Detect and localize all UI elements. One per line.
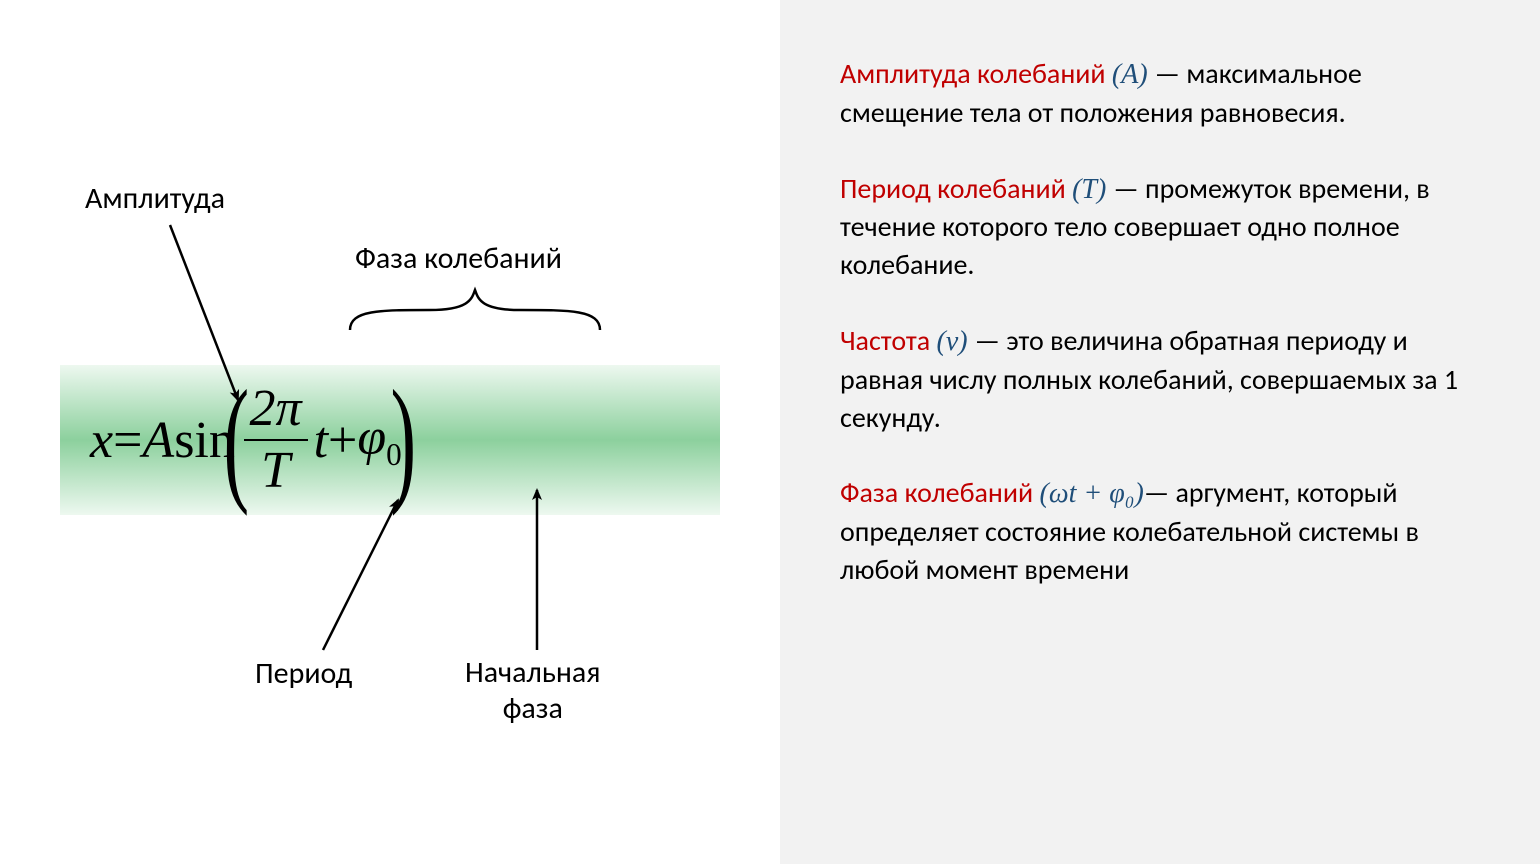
brace-phase: [350, 290, 600, 330]
formula-A: A: [142, 411, 174, 470]
label-initial-phase: Начальная фаза: [465, 655, 601, 727]
label-period: Период: [255, 655, 352, 692]
def-symbol: (A): [1112, 59, 1155, 90]
def-symbol: (ωt + φ₀): [1039, 478, 1143, 509]
formula-lhs: x: [90, 411, 113, 470]
def-symbol: (ν): [936, 326, 974, 357]
formula-plus: +: [328, 411, 357, 470]
label-phase: Фаза колебаний: [355, 240, 562, 277]
definition-phase: Фаза колебаний (ωt + φ₀)— аргумент, кото…: [840, 474, 1485, 588]
formula-numerator: 2π: [244, 383, 308, 441]
formula: x = A sin ( 2π T t + φ0 ): [90, 345, 404, 535]
def-term: Частота: [840, 323, 936, 358]
formula-eq: =: [113, 411, 142, 470]
def-symbol: (T): [1072, 174, 1113, 205]
def-term: Амплитуда колебаний: [840, 56, 1112, 91]
label-amplitude: Амплитуда: [85, 180, 225, 217]
formula-lparen: (: [223, 384, 249, 496]
right-panel: Амплитуда колебаний (A) — максимальное с…: [780, 0, 1540, 864]
formula-t: t: [314, 411, 328, 470]
left-panel: x = A sin ( 2π T t + φ0 ) Амплитуда Фаза…: [0, 0, 780, 864]
formula-fraction: 2π T: [244, 383, 308, 497]
definition-amplitude: Амплитуда колебаний (A) — максимальное с…: [840, 55, 1485, 132]
def-term: Период колебаний: [840, 171, 1072, 206]
definition-period: Период колебаний (T) — промежуток времен…: [840, 170, 1485, 284]
formula-rparen: ): [390, 384, 416, 496]
slide: x = A sin ( 2π T t + φ0 ) Амплитуда Фаза…: [0, 0, 1540, 864]
formula-denominator: T: [255, 441, 296, 497]
def-term: Фаза колебаний: [840, 475, 1039, 510]
definition-frequency: Частота (ν) — это величина обратная пери…: [840, 322, 1485, 436]
